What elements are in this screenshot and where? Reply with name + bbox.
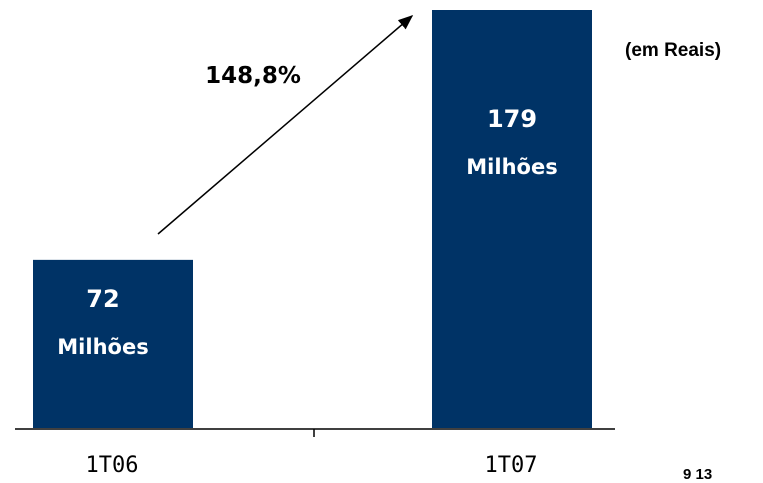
unit-label: (em Reais) [625,40,722,61]
x-tick-label: 1T07 [485,453,538,478]
bar-1T07 [432,10,592,428]
x-tick-label: 1T06 [86,453,139,478]
bar-value-label: 72 [86,285,119,313]
bar-value-label: 179 [487,105,537,133]
growth-arrow [157,15,414,235]
bar-unit-label: Milhões [57,335,148,359]
growth-annotation: 148,8% [205,63,301,89]
bar-1T06 [33,259,193,428]
page-number: 9 13 [683,466,713,483]
bar-unit-label: Milhões [466,155,557,179]
